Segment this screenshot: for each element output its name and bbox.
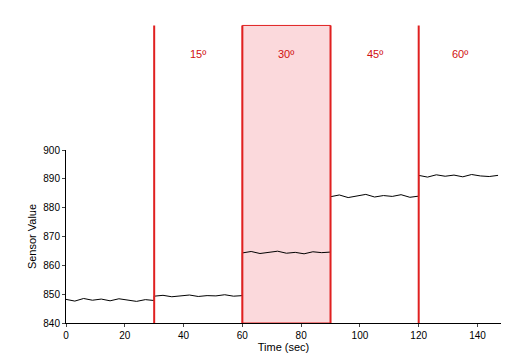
svg-text:850: 850 xyxy=(43,289,60,300)
svg-text:140: 140 xyxy=(469,330,486,341)
svg-text:80: 80 xyxy=(296,330,308,341)
svg-text:15º: 15º xyxy=(190,48,206,60)
svg-text:30º: 30º xyxy=(278,48,294,60)
svg-text:45º: 45º xyxy=(367,48,383,60)
svg-text:40: 40 xyxy=(178,330,190,341)
svg-text:100: 100 xyxy=(352,330,369,341)
svg-text:20: 20 xyxy=(119,330,131,341)
svg-text:860: 860 xyxy=(43,260,60,271)
svg-text:0: 0 xyxy=(63,330,69,341)
svg-text:870: 870 xyxy=(43,231,60,242)
svg-text:Time (sec): Time (sec) xyxy=(258,341,310,353)
svg-text:840: 840 xyxy=(43,318,60,329)
svg-text:890: 890 xyxy=(43,173,60,184)
svg-text:880: 880 xyxy=(43,202,60,213)
svg-text:60º: 60º xyxy=(452,48,468,60)
svg-text:Sensor Value: Sensor Value xyxy=(26,204,38,269)
svg-text:60: 60 xyxy=(237,330,249,341)
svg-text:120: 120 xyxy=(410,330,427,341)
svg-text:900: 900 xyxy=(43,145,60,156)
